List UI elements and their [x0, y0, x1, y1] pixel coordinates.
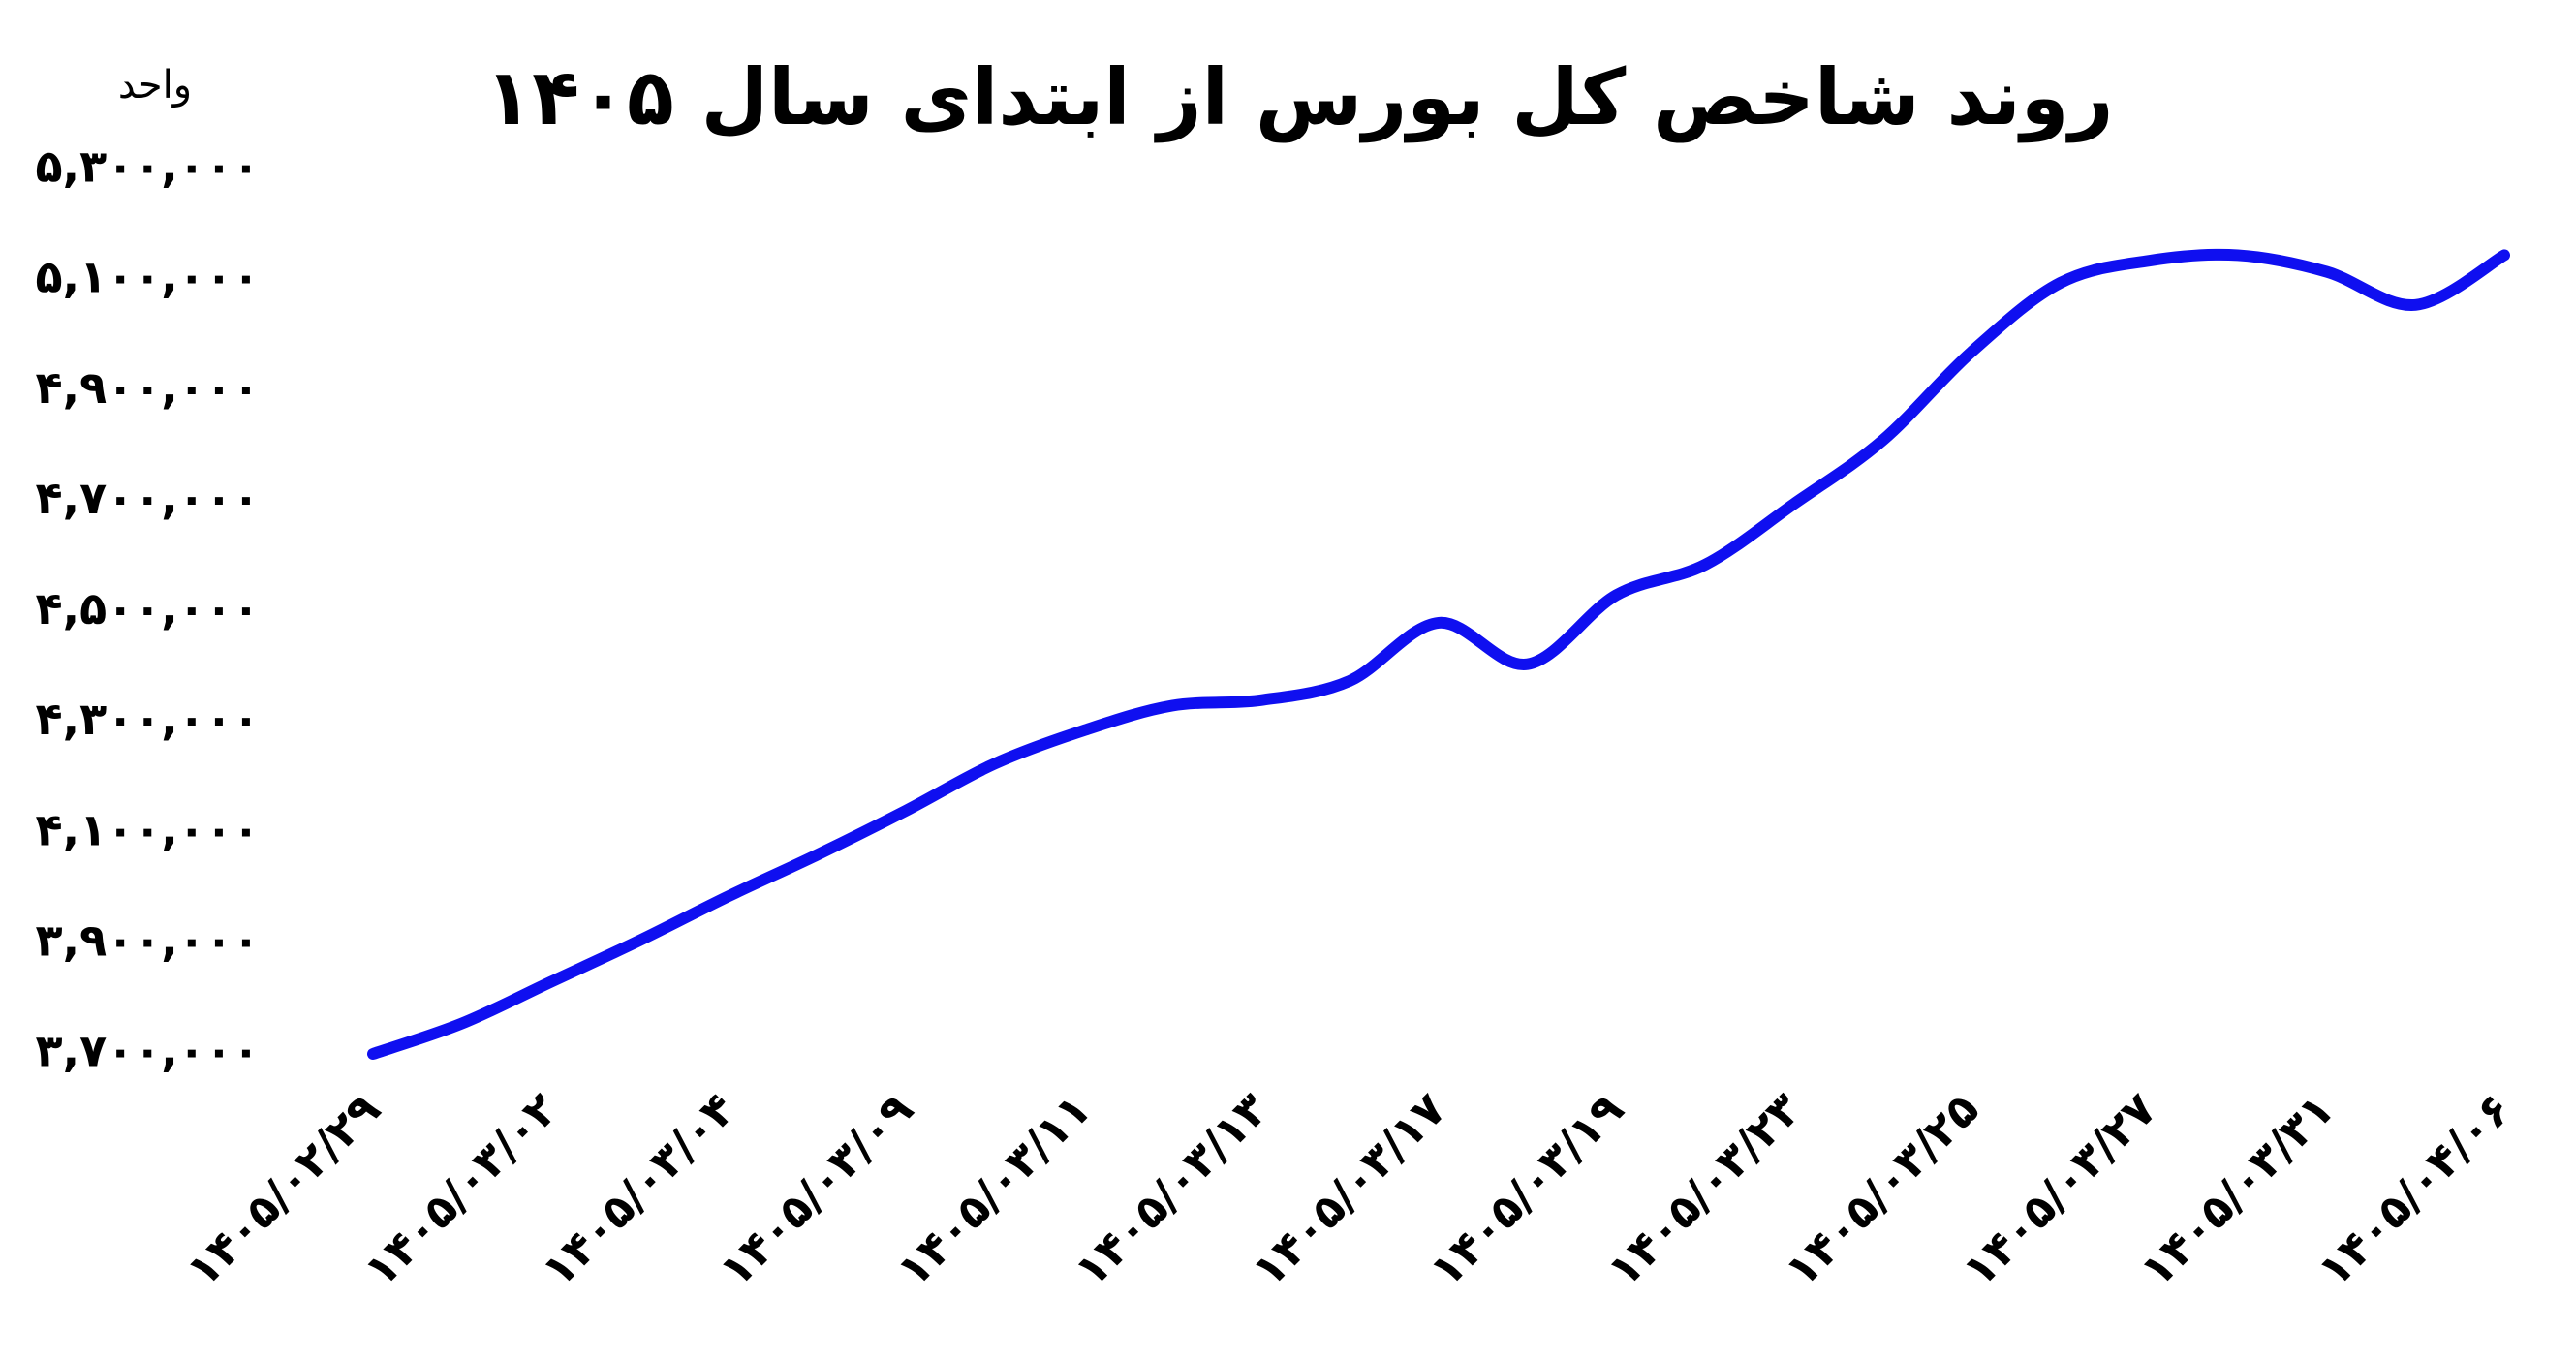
y-tick-label: ۳,۷۰۰,۰۰۰ — [36, 1025, 260, 1077]
y-tick-label: ۴,۱۰۰,۰۰۰ — [36, 803, 260, 855]
line — [367, 248, 2510, 1060]
chart-title: روند شاخص کل بورس از ابتدای سال ۱۴۰۵ — [484, 52, 2113, 143]
y-tick-label: ۵,۳۰۰,۰۰۰ — [36, 140, 260, 193]
y-axis-unit: واحد — [118, 63, 192, 108]
y-tick-label: ۴,۷۰۰,۰۰۰ — [36, 472, 260, 524]
y-tick-label: ۵,۱۰۰,۰۰۰ — [36, 251, 260, 303]
x-tick-label: ۱۴۰۵/۰۴/۰۶ — [2308, 1083, 2522, 1297]
y-tick-label: ۴,۵۰۰,۰۰۰ — [36, 582, 260, 634]
y-tick-label: ۴,۳۰۰,۰۰۰ — [36, 693, 260, 745]
y-tick-label: ۴,۹۰۰,۰۰۰ — [36, 361, 260, 414]
y-tick-label: ۳,۹۰۰,۰۰۰ — [36, 913, 260, 966]
